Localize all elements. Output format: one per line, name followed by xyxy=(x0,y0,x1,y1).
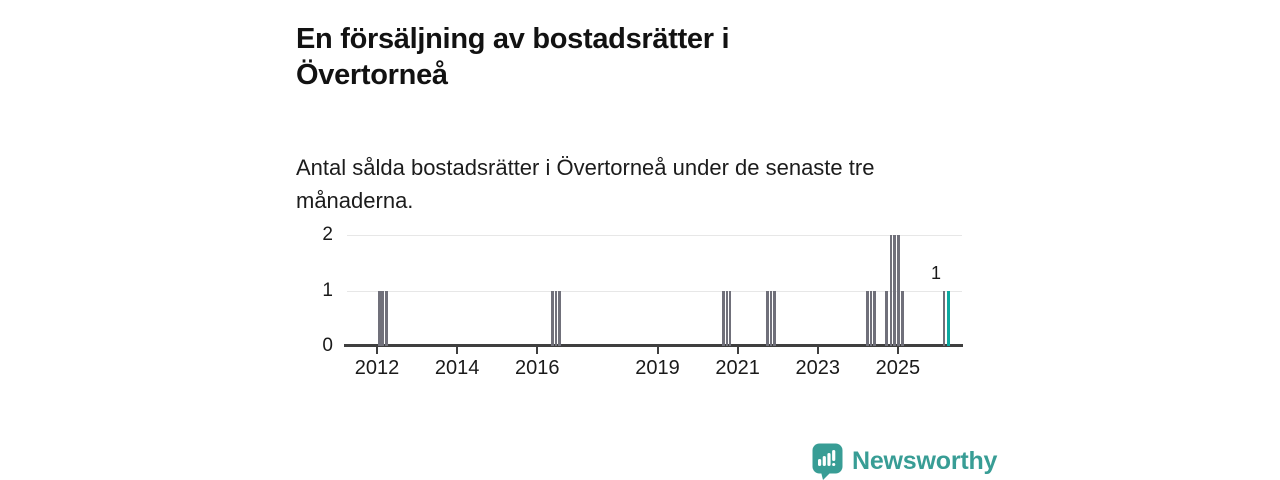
x-tick-mark xyxy=(736,347,739,354)
bar xyxy=(769,290,773,346)
bar xyxy=(889,235,893,346)
bar xyxy=(896,235,900,346)
bar xyxy=(381,290,384,346)
latest-value-label: 1 xyxy=(930,262,941,283)
bar xyxy=(384,290,388,346)
x-tick-label: 2012 xyxy=(354,357,400,379)
bar xyxy=(872,290,876,346)
bar xyxy=(901,290,904,346)
y-tick-label: 0 xyxy=(322,335,333,356)
bar xyxy=(885,290,888,346)
bar xyxy=(728,290,732,346)
bar xyxy=(893,235,896,346)
bar xyxy=(554,290,558,346)
x-tick-mark xyxy=(376,347,379,354)
chart-subtitle: Antal sålda bostadsrätter i Övertorneå u… xyxy=(296,155,875,213)
bar xyxy=(378,290,381,346)
bar xyxy=(558,290,561,346)
bar xyxy=(866,290,869,346)
bar xyxy=(725,290,729,346)
x-tick-label: 2014 xyxy=(434,357,480,379)
x-tick-mark xyxy=(816,347,819,354)
brand-name: Newsworthy xyxy=(852,447,998,475)
bar xyxy=(721,290,725,346)
y-tick-label: 1 xyxy=(322,279,333,301)
x-tick-label: 2019 xyxy=(635,357,680,379)
bar-chart-speech-bubble-icon xyxy=(812,443,843,480)
x-tick-label: 2016 xyxy=(515,357,560,379)
page-title: En försäljning av bostadsrätter i Överto… xyxy=(296,23,730,92)
bar xyxy=(766,290,769,346)
x-tick-mark xyxy=(656,347,659,354)
gridline xyxy=(347,235,962,236)
bar xyxy=(869,290,873,346)
x-tick-mark xyxy=(536,347,539,354)
x-axis-line xyxy=(344,344,963,347)
bar-chart: 0 1 2 2012 2014 2016 2019 2021 2023 2025 1 xyxy=(296,224,986,396)
x-tick-label: 2021 xyxy=(715,357,760,379)
x-tick-mark xyxy=(896,347,899,354)
x-tick-label: 2025 xyxy=(875,357,921,379)
chart-plot-area xyxy=(344,235,963,347)
x-tick-mark xyxy=(456,347,459,354)
gridline xyxy=(347,290,962,292)
newsworthy-logo: Newsworthy xyxy=(812,443,997,480)
y-tick-label: 2 xyxy=(322,224,333,245)
bar xyxy=(773,290,776,346)
x-tick-label: 2023 xyxy=(795,357,841,379)
bar xyxy=(551,290,554,346)
highlighted-bar xyxy=(947,290,950,346)
bar xyxy=(942,290,946,346)
